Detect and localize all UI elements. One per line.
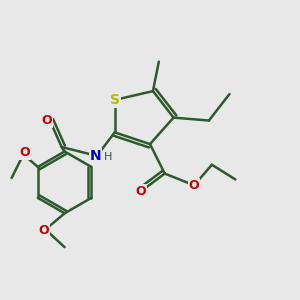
Text: O: O <box>20 146 30 159</box>
Text: O: O <box>136 185 146 198</box>
Text: H: H <box>104 152 112 162</box>
Text: O: O <box>42 114 52 127</box>
Text: N: N <box>90 149 101 163</box>
Text: O: O <box>189 179 200 192</box>
Text: O: O <box>39 224 49 238</box>
Text: S: S <box>110 93 120 107</box>
